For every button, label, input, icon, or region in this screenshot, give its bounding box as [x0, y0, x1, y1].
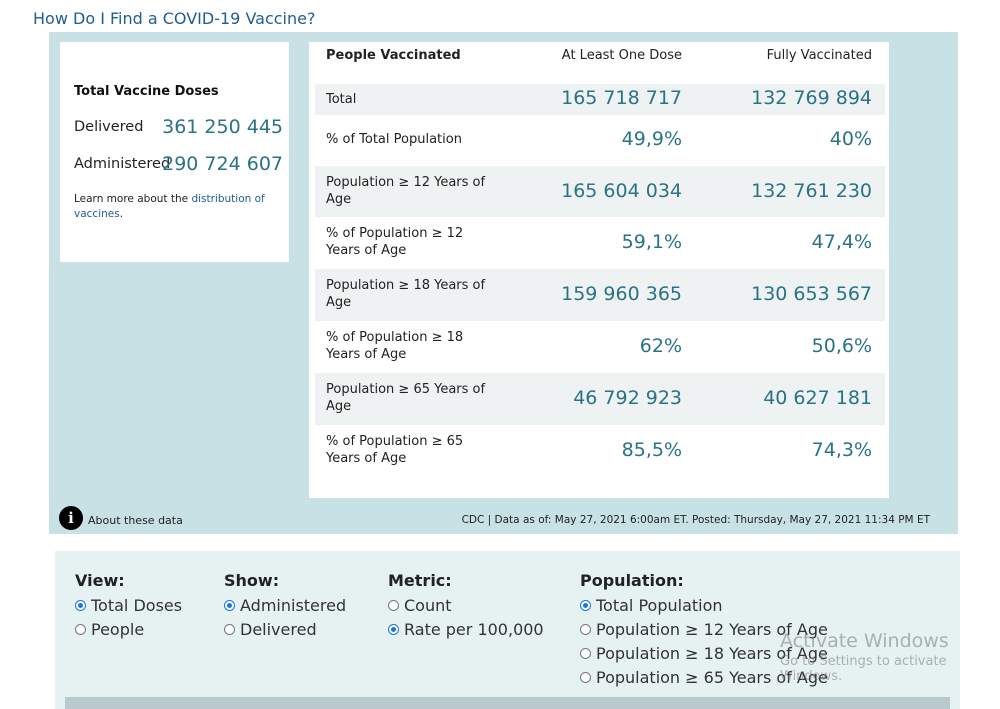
- row-label: % of Population ≥ 12 Years of Age: [326, 226, 464, 258]
- row-one-dose-value: 165 604 034: [561, 180, 682, 202]
- table-row: Population ≥ 65 Years of Age 46 792 923 …: [315, 373, 885, 425]
- radio-unselected-icon[interactable]: [580, 671, 591, 683]
- row-one-dose-value: 49,9%: [621, 128, 682, 150]
- info-circle-icon[interactable]: i: [59, 506, 83, 530]
- row-one-dose-value: 62%: [639, 335, 682, 357]
- population-option-12[interactable]: Population ≥ 12 Years of Age: [580, 617, 828, 641]
- header-at-least-one-dose: At Least One Dose: [561, 48, 682, 63]
- delivered-value: 361 250 445: [162, 116, 283, 138]
- table-row: % of Population ≥ 65 Years of Age 85,5% …: [315, 425, 885, 477]
- table-row: Population ≥ 18 Years of Age 159 960 365…: [315, 269, 885, 321]
- row-label: % of Total Population: [326, 132, 462, 147]
- row-fully-value: 132 769 894: [751, 87, 872, 109]
- population-option-65[interactable]: Population ≥ 65 Years of Age: [580, 665, 828, 689]
- row-label: Population ≥ 12 Years of Age: [326, 175, 486, 207]
- header-fully-vaccinated: Fully Vaccinated: [766, 48, 872, 63]
- row-fully-value: 74,3%: [811, 439, 872, 461]
- population-group: Population: Total Population Population …: [580, 571, 828, 689]
- row-label: % of Population ≥ 65 Years of Age: [326, 434, 464, 466]
- show-title: Show:: [224, 571, 280, 590]
- row-fully-value: 47,4%: [811, 231, 872, 253]
- radio-selected-icon[interactable]: [388, 623, 399, 635]
- row-fully-value: 132 761 230: [751, 180, 872, 202]
- table-row: % of Total Population 49,9% 40%: [315, 115, 885, 166]
- radio-unselected-icon[interactable]: [224, 623, 235, 635]
- row-one-dose-value: 85,5%: [621, 439, 682, 461]
- row-one-dose-value: 165 718 717: [561, 87, 682, 109]
- population-title: Population:: [580, 571, 684, 590]
- row-fully-value: 40%: [829, 128, 872, 150]
- show-option-administered[interactable]: Administered: [224, 593, 346, 617]
- table-header: People Vaccinated At Least One Dose Full…: [309, 42, 889, 82]
- learn-more-text: Learn more about the distribution of vac…: [74, 193, 265, 220]
- metric-option-count[interactable]: Count: [388, 593, 544, 617]
- administered-value: 290 724 607: [162, 153, 283, 175]
- activate-windows-watermark: Activate Windows Go to Settings to activ…: [780, 630, 1000, 684]
- row-one-dose-value: 159 960 365: [561, 283, 682, 305]
- table-row: % of Population ≥ 18 Years of Age 62% 50…: [315, 321, 885, 373]
- watermark-line1: Activate Windows: [780, 630, 949, 652]
- data-source-note: CDC | Data as of: May 27, 2021 6:00am ET…: [461, 514, 930, 526]
- table-row: % of Population ≥ 12 Years of Age 59,1% …: [315, 217, 885, 269]
- radio-unselected-icon[interactable]: [388, 599, 399, 611]
- distribution-link[interactable]: distribution of vaccines: [74, 193, 265, 220]
- radio-unselected-icon[interactable]: [75, 623, 86, 635]
- view-option-total-doses[interactable]: Total Doses: [75, 593, 182, 617]
- radio-selected-icon[interactable]: [580, 599, 591, 611]
- header-people-vaccinated: People Vaccinated: [326, 48, 461, 63]
- total-doses-card: Total Vaccine Doses Delivered 361 250 44…: [60, 42, 289, 262]
- population-option-18[interactable]: Population ≥ 18 Years of Age: [580, 641, 828, 665]
- view-title: View:: [75, 571, 125, 590]
- administered-label: Administered: [74, 156, 171, 172]
- row-label: Total: [326, 92, 357, 107]
- view-option-people[interactable]: People: [75, 617, 182, 641]
- bottom-bar: [65, 697, 950, 709]
- row-label: Population ≥ 65 Years of Age: [326, 382, 486, 414]
- metric-title: Metric:: [388, 571, 452, 590]
- metric-group: Metric: Count Rate per 100,000: [388, 571, 544, 641]
- table-row: Population ≥ 12 Years of Age 165 604 034…: [315, 166, 885, 217]
- row-fully-value: 50,6%: [811, 335, 872, 357]
- radio-selected-icon[interactable]: [75, 599, 86, 611]
- watermark-line2: Go to Settings to activate Windows.: [780, 654, 947, 684]
- metric-option-rate[interactable]: Rate per 100,000: [388, 617, 544, 641]
- radio-selected-icon[interactable]: [224, 599, 235, 611]
- find-vaccine-link[interactable]: How Do I Find a COVID-19 Vaccine?: [33, 9, 316, 28]
- view-group: View: Total Doses People: [75, 571, 182, 641]
- row-fully-value: 130 653 567: [751, 283, 872, 305]
- row-label: Population ≥ 18 Years of Age: [326, 278, 486, 310]
- table-row: Total 165 718 717 132 769 894: [315, 84, 885, 115]
- radio-unselected-icon[interactable]: [580, 623, 591, 635]
- total-doses-title: Total Vaccine Doses: [74, 84, 219, 99]
- show-option-delivered[interactable]: Delivered: [224, 617, 346, 641]
- row-one-dose-value: 59,1%: [621, 231, 682, 253]
- people-vaccinated-table: People Vaccinated At Least One Dose Full…: [309, 42, 889, 498]
- show-group: Show: Administered Delivered: [224, 571, 346, 641]
- row-one-dose-value: 46 792 923: [573, 387, 682, 409]
- about-data-link[interactable]: About these data: [88, 514, 183, 527]
- row-label: % of Population ≥ 18 Years of Age: [326, 330, 464, 362]
- row-fully-value: 40 627 181: [763, 387, 872, 409]
- filter-controls: [55, 551, 960, 709]
- radio-unselected-icon[interactable]: [580, 647, 591, 659]
- population-option-total[interactable]: Total Population: [580, 593, 828, 617]
- delivered-label: Delivered: [74, 119, 144, 135]
